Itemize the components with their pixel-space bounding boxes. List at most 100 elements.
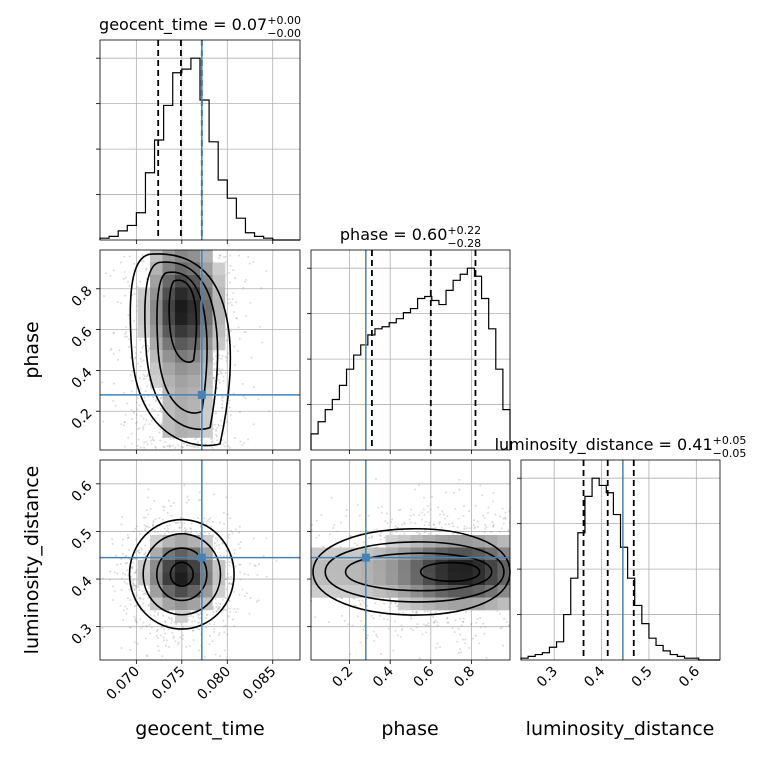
sample-point: [233, 607, 236, 610]
density-cell: [472, 597, 486, 611]
sample-point: [244, 315, 247, 318]
sample-point: [196, 446, 199, 449]
sample-point: [444, 523, 447, 526]
sample-point: [186, 444, 189, 447]
sample-point: [257, 563, 260, 566]
truth-marker: [197, 553, 206, 562]
panel-title: phase = 0.60+0.22: [340, 224, 481, 244]
sample-point: [216, 426, 219, 429]
sample-point: [446, 515, 449, 518]
sample-point: [136, 642, 139, 645]
sample-point: [181, 445, 184, 448]
density-cell: [162, 375, 176, 388]
density-panel-luminosity_distance-vs-phase: 0.2 0.4 0.6 0.8: [307, 459, 511, 691]
sample-point: [172, 530, 175, 533]
sample-point: [143, 446, 146, 449]
sample-point: [217, 605, 220, 608]
sample-point: [148, 347, 151, 350]
sample-point: [399, 636, 402, 639]
sample-point: [215, 610, 218, 613]
y-tick-label: 0.5: [69, 526, 96, 553]
sample-point: [182, 634, 185, 637]
sample-point: [112, 269, 115, 272]
sample-point: [158, 431, 161, 434]
sample-point: [185, 439, 188, 442]
sample-point: [212, 611, 215, 614]
sample-point: [154, 446, 157, 449]
sample-point: [257, 599, 260, 602]
density-cell: [175, 547, 188, 561]
density-cell: [137, 325, 151, 338]
sample-point: [147, 596, 150, 599]
sample-point: [119, 562, 122, 565]
sample-point: [239, 540, 242, 543]
sample-point: [392, 649, 395, 652]
contour-level-3: [156, 271, 208, 414]
density-cell: [187, 560, 201, 573]
sample-point: [158, 517, 161, 520]
sample-point: [423, 524, 426, 527]
sample-point: [367, 536, 370, 539]
sample-point: [156, 645, 159, 648]
density-cell: [175, 387, 188, 401]
density-cell: [385, 585, 399, 598]
sample-point: [221, 399, 224, 402]
sample-point: [428, 521, 431, 524]
sample-point: [121, 538, 124, 541]
density-cell: [360, 585, 374, 598]
sample-point: [241, 588, 244, 591]
sample-point: [168, 445, 171, 448]
sample-point: [484, 523, 487, 526]
sample-point: [504, 517, 507, 520]
sample-point: [137, 551, 140, 554]
sample-point: [112, 331, 115, 334]
density-cell: [200, 250, 213, 263]
sample-point: [483, 516, 486, 519]
sample-point: [148, 403, 151, 406]
sample-point: [218, 257, 221, 260]
sample-point: [147, 349, 150, 352]
sample-point: [126, 607, 129, 610]
sample-point: [159, 397, 162, 400]
density-cell: [187, 250, 201, 263]
x-axis-label-phase: phase: [381, 718, 438, 740]
sample-point: [457, 627, 460, 630]
sample-point: [474, 504, 477, 507]
sample-point: [211, 640, 214, 643]
sample-point: [181, 625, 184, 628]
sample-point: [360, 620, 363, 623]
sample-point: [444, 491, 447, 494]
sample-point: [404, 522, 407, 525]
sample-point: [133, 262, 136, 265]
sample-point: [236, 608, 239, 611]
sample-point: [462, 514, 465, 517]
sample-point: [500, 527, 503, 530]
sample-point: [362, 628, 365, 631]
sample-point: [151, 523, 154, 526]
sample-point: [226, 352, 229, 355]
panel-title: geocent_time = 0.07+0.00: [99, 14, 301, 35]
density-cell: [460, 560, 473, 573]
sample-point: [425, 623, 428, 626]
sample-point: [156, 628, 159, 631]
sample-point: [439, 513, 442, 516]
sample-point: [167, 628, 170, 631]
sample-point: [416, 623, 419, 626]
sample-point: [129, 648, 132, 651]
sample-point: [192, 615, 195, 618]
sample-point: [169, 438, 172, 441]
sample-point: [133, 572, 136, 575]
density-cell: [497, 535, 511, 548]
sample-point: [249, 596, 252, 599]
sample-point: [221, 443, 224, 446]
sample-point: [426, 610, 429, 613]
sample-point: [135, 586, 138, 589]
sample-point: [434, 619, 437, 622]
sample-point: [152, 395, 155, 398]
sample-point: [487, 506, 490, 509]
sample-point: [190, 531, 193, 534]
sample-point: [145, 418, 148, 421]
density-cell: [187, 535, 201, 548]
sample-point: [140, 530, 143, 533]
sample-point: [144, 377, 147, 380]
